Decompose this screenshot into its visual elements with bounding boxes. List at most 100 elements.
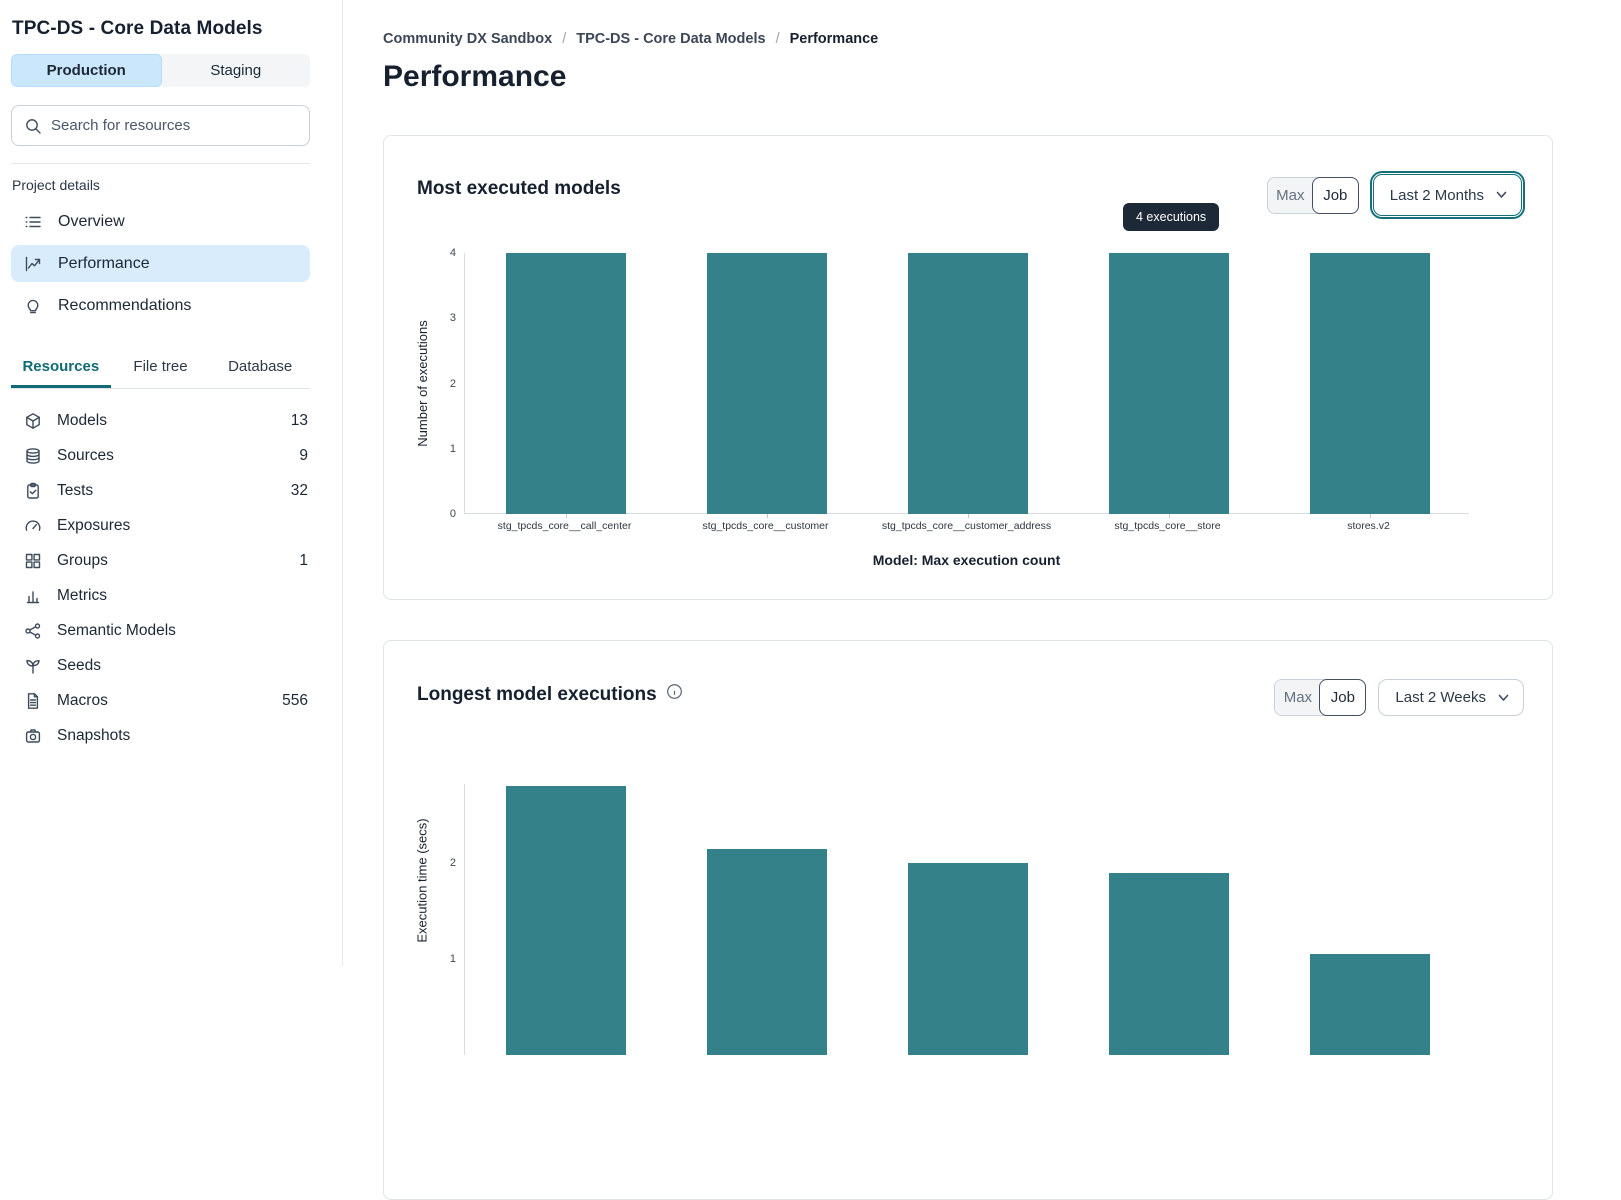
chart1-plot-area	[464, 253, 1469, 518]
database-icon	[24, 447, 42, 465]
x-tick-mark	[967, 514, 969, 518]
resource-count: 13	[290, 411, 308, 429]
chevron-down-icon	[1496, 191, 1507, 198]
resource-item-metrics[interactable]: Metrics	[11, 578, 310, 613]
production-toggle-button[interactable]: Production	[11, 54, 162, 87]
search-box[interactable]	[11, 105, 310, 146]
share-graph-icon	[24, 622, 42, 640]
camera-icon	[24, 727, 42, 745]
chart1-max-button[interactable]: Max	[1267, 177, 1313, 213]
resource-label: Exposures	[57, 516, 131, 534]
staging-toggle-button[interactable]: Staging	[162, 54, 311, 87]
project-details-label: Project details	[12, 177, 100, 193]
project-title: TPC-DS - Core Data Models	[12, 18, 263, 39]
chart1-range-dropdown[interactable]: Last 2 Months	[1372, 174, 1522, 216]
sidebar-item-overview[interactable]: Overview	[11, 203, 310, 240]
chart1-bar[interactable]	[505, 253, 626, 514]
longest-model-executions-card: Longest model executions Max Job Last 2 …	[383, 640, 1553, 1200]
chart1-title: Most executed models	[417, 178, 621, 199]
chart1-bar[interactable]	[1309, 253, 1430, 514]
resource-count: 1	[299, 551, 308, 569]
line-chart-icon	[24, 255, 42, 273]
chart1-job-button[interactable]: Job	[1311, 176, 1359, 214]
resource-label: Models	[57, 411, 107, 429]
resource-label: Semantic Models	[57, 621, 176, 639]
resource-item-macros[interactable]: Macros 556	[11, 683, 310, 718]
chart1-bar[interactable]	[907, 253, 1028, 514]
resource-item-seeds[interactable]: Seeds	[11, 648, 310, 683]
file-icon	[24, 692, 42, 710]
gauge-icon	[24, 517, 42, 535]
chart2-bar[interactable]	[505, 786, 626, 1055]
search-input[interactable]	[51, 117, 297, 134]
chart2-range-dropdown[interactable]: Last 2 Weeks	[1378, 679, 1524, 716]
grid-icon	[24, 552, 42, 570]
tab-database[interactable]: Database	[228, 358, 293, 375]
list-icon	[24, 213, 42, 231]
chart2-bar[interactable]	[1309, 954, 1430, 1055]
chart1-bar[interactable]	[706, 253, 827, 514]
tab-file-tree[interactable]: File tree	[133, 358, 188, 375]
resource-count: 32	[290, 481, 308, 499]
resource-label: Snapshots	[57, 726, 131, 744]
breadcrumb-item[interactable]: TPC-DS - Core Data Models	[576, 31, 766, 47]
chart2-job-button[interactable]: Job	[1319, 679, 1367, 716]
search-icon	[24, 117, 42, 135]
chart1-x-axis-title: Model: Max execution count	[872, 552, 1061, 568]
chart1-controls: Max Job Last 2 Months	[1266, 174, 1524, 216]
x-tick-mark	[1369, 514, 1371, 518]
clipboard-check-icon	[24, 482, 42, 500]
sidebar-item-label: Performance	[58, 254, 150, 272]
chart1-y-tick: 1	[449, 442, 456, 455]
chart2-bar[interactable]	[706, 848, 827, 1055]
resource-label: Seeds	[57, 656, 101, 674]
info-icon[interactable]	[666, 683, 683, 706]
breadcrumb-item[interactable]: Community DX Sandbox	[383, 31, 553, 47]
chart2-plot-area	[464, 784, 1469, 1055]
sidebar-tabs: Resources File tree Database	[11, 350, 310, 389]
chart2-bar[interactable]	[907, 863, 1028, 1055]
chart1-y-axis-title: Number of executions	[414, 319, 430, 447]
resource-label: Macros	[57, 691, 108, 709]
sidebar-item-performance[interactable]: Performance	[11, 245, 310, 282]
chart2-max-job-toggle: Max Job	[1274, 679, 1367, 716]
chart2-bar[interactable]	[1108, 872, 1229, 1055]
sidebar-item-recommendations[interactable]: Recommendations	[11, 287, 310, 324]
chart1-y-tick: 4	[449, 247, 456, 259]
breadcrumb-separator: /	[562, 31, 567, 47]
resource-label: Sources	[57, 446, 114, 464]
resource-item-tests[interactable]: Tests 32	[11, 473, 310, 508]
bar-chart-icon	[24, 587, 42, 605]
most-executed-models-card: Most executed models Max Job Last 2 Mont…	[383, 135, 1553, 600]
chart2-title: Longest model executions	[417, 683, 683, 706]
chart1-y-tick: 0	[449, 508, 456, 520]
resource-item-groups[interactable]: Groups 1	[11, 543, 310, 578]
x-tick-mark	[766, 514, 768, 518]
main-content: Community DX Sandbox / TPC-DS - Core Data …	[343, 0, 1621, 1200]
chart1-bar[interactable]	[1108, 253, 1229, 514]
breadcrumb-separator: /	[775, 31, 780, 47]
chevron-down-icon	[1498, 694, 1509, 701]
resource-item-semantic-models[interactable]: Semantic Models	[11, 613, 310, 648]
chart1-x-label: stg_tpcds_core__customer	[702, 520, 829, 532]
resource-item-snapshots[interactable]: Snapshots	[11, 718, 310, 753]
chart1-max-job-toggle: Max Job	[1266, 176, 1359, 214]
chart1-x-label: stg_tpcds_core__customer_address	[881, 520, 1052, 532]
resource-item-sources[interactable]: Sources 9	[11, 438, 310, 473]
resource-item-models[interactable]: Models 13	[11, 403, 310, 438]
chart1-y-tick: 3	[449, 312, 456, 325]
chart1-x-label: stg_tpcds_core__store	[1114, 520, 1221, 532]
chart1-x-label: stores.v2	[1347, 520, 1390, 532]
chart1-x-label: stg_tpcds_core__call_center	[497, 520, 632, 532]
resource-item-exposures[interactable]: Exposures	[11, 508, 310, 543]
x-tick-mark	[1168, 514, 1170, 518]
breadcrumb: Community DX Sandbox / TPC-DS - Core Data …	[383, 31, 878, 47]
chart-tooltip: 4 executions	[1123, 203, 1220, 231]
page-title: Performance	[383, 60, 567, 93]
chart2-max-button[interactable]: Max	[1275, 680, 1321, 715]
environment-toggle: Production Staging	[11, 54, 310, 87]
project-nav: Overview Performance Recommendations	[11, 203, 310, 324]
seedling-icon	[24, 657, 42, 675]
breadcrumb-item: Performance	[789, 31, 879, 47]
tab-resources[interactable]: Resources	[11, 350, 111, 388]
